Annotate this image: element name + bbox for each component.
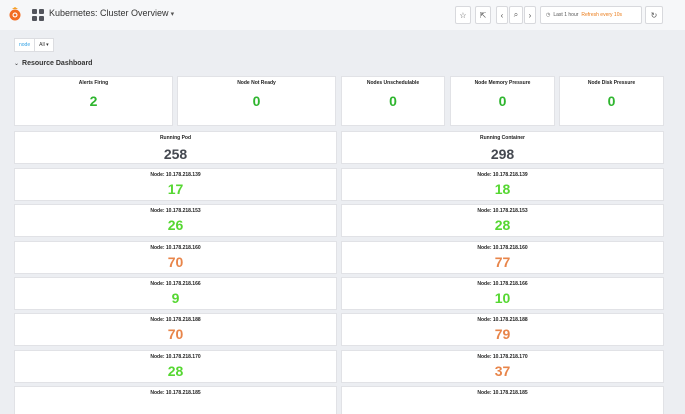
share-icon: ⇱ <box>479 10 487 20</box>
panel-title: Node: 10.178.218.166 <box>477 280 528 287</box>
panel-title: Node: 10.178.218.185 <box>150 389 201 396</box>
stat-value: 17 <box>167 181 184 197</box>
panel-title: Node: 10.178.218.170 <box>150 353 201 360</box>
time-forward-button[interactable]: › <box>524 6 536 24</box>
stat-value: 26 <box>167 217 184 234</box>
chevron-right-icon: › <box>528 10 532 20</box>
node-pods-panel[interactable]: Node: 10.178.218.139 17 <box>14 168 337 201</box>
panel-title: Node: 10.178.218.160 <box>150 244 201 251</box>
stat-value: 258 <box>163 146 188 162</box>
panel-title: Alerts Firing <box>78 80 109 86</box>
panel-title: Node: 10.178.218.185 <box>477 389 528 396</box>
zoom-out-button[interactable]: ⌕ <box>509 6 523 24</box>
share-button[interactable]: ⇱ <box>475 6 491 24</box>
time-picker-button[interactable]: ◷ Last 1 hour Refresh every 10s <box>540 6 642 24</box>
node-pods-panel[interactable]: Node: 10.178.218.185 <box>14 385 337 414</box>
time-range-label: Last 1 hour <box>553 12 579 18</box>
stat-value: 9 <box>171 289 180 306</box>
stat-value: 37 <box>494 362 511 379</box>
chevron-left-icon: ‹ <box>500 10 504 20</box>
panel-title: Node Memory Pressure <box>474 80 531 86</box>
node-pods-panel[interactable]: Node: 10.178.218.153 26 <box>14 204 337 238</box>
dashboard-title[interactable]: Kubernetes: Cluster Overview ▾ <box>49 8 174 18</box>
dashboard-title-text: Kubernetes: Cluster Overview <box>49 8 169 18</box>
node-pods-panel[interactable]: Node: 10.178.218.170 28 <box>14 349 337 383</box>
chevron-down-icon: ⌄ <box>14 61 20 67</box>
refresh-interval-label: Refresh every 10s <box>581 12 622 18</box>
stat-panel-running-pod[interactable]: Running Pod 258 <box>14 131 337 164</box>
panel-title: Node: 10.178.218.188 <box>477 317 528 324</box>
stat-panel-node-not-ready[interactable]: Node Not Ready 0 <box>177 76 336 126</box>
row-title-text: Resource Dashboard <box>22 60 93 67</box>
refresh-icon: ↻ <box>650 10 658 20</box>
stat-value: 0 <box>252 93 261 109</box>
stat-value: 0 <box>389 93 397 109</box>
variable-value: All <box>39 42 45 48</box>
stat-value: 79 <box>494 326 511 343</box>
node-containers-panel[interactable]: Node: 10.178.218.160 77 <box>341 240 664 274</box>
panel-title: Node: 10.178.218.170 <box>477 353 528 360</box>
time-back-button[interactable]: ‹ <box>496 6 508 24</box>
variable-label: node <box>14 38 36 52</box>
dashboard-grid-icon[interactable] <box>32 9 44 21</box>
panel-title: Node Disk Pressure <box>587 80 636 86</box>
top-navbar: Kubernetes: Cluster Overview ▾ ☆ ⇱ ‹ ⌕ › … <box>0 0 685 30</box>
panel-title: Node: 10.178.218.160 <box>477 244 528 251</box>
stat-value: 70 <box>167 253 184 270</box>
stat-value: 28 <box>167 362 184 379</box>
stat-value: 0 <box>607 93 616 109</box>
clock-icon: ◷ <box>546 12 551 18</box>
panel-title: Node: 10.178.218.139 <box>477 172 528 178</box>
node-containers-panel[interactable]: Node: 10.178.218.166 10 <box>341 276 664 310</box>
star-icon: ☆ <box>459 10 467 20</box>
template-variable-node: node All ▾ <box>14 38 54 52</box>
star-button[interactable]: ☆ <box>455 6 471 24</box>
node-containers-panel[interactable]: Node: 10.178.218.170 37 <box>341 349 664 383</box>
panel-title: Node Not Ready <box>237 80 276 86</box>
panel-title: Running Container <box>480 135 525 141</box>
stat-value: 70 <box>167 326 184 343</box>
stat-panel-node-memory-pressure[interactable]: Node Memory Pressure 0 <box>450 76 555 126</box>
stat-value: 10 <box>494 289 511 306</box>
panel-title: Running Pod <box>159 135 192 141</box>
refresh-button[interactable]: ↻ <box>645 6 663 24</box>
panel-title: Node: 10.178.218.166 <box>150 280 201 287</box>
stat-panel-alerts-firing[interactable]: Alerts Firing 2 <box>14 76 173 126</box>
node-containers-panel[interactable]: Node: 10.178.218.139 18 <box>341 168 664 201</box>
node-containers-panel[interactable]: Node: 10.178.218.188 79 <box>341 313 664 347</box>
grafana-logo-icon[interactable] <box>8 6 22 22</box>
stat-panel-running-container[interactable]: Running Container 298 <box>341 131 664 164</box>
row-header[interactable]: ⌄ Resource Dashboard <box>14 60 92 67</box>
node-pods-panel[interactable]: Node: 10.178.218.188 70 <box>14 313 337 347</box>
variable-select[interactable]: All ▾ <box>35 38 54 52</box>
stat-value: 0 <box>498 93 507 109</box>
stat-panel-node-disk-pressure[interactable]: Node Disk Pressure 0 <box>559 76 664 126</box>
stat-value: 28 <box>494 217 511 234</box>
stat-value: 2 <box>89 93 98 109</box>
node-pods-panel[interactable]: Node: 10.178.218.160 70 <box>14 240 337 274</box>
panel-title: Nodes Unschedulable <box>366 80 420 86</box>
stat-value: 298 <box>490 146 515 162</box>
stat-panel-nodes-unschedulable[interactable]: Nodes Unschedulable 0 <box>341 76 445 126</box>
node-pods-panel[interactable]: Node: 10.178.218.166 9 <box>14 276 337 310</box>
panel-title: Node: 10.178.218.153 <box>477 208 528 215</box>
panel-title: Node: 10.178.218.153 <box>150 208 201 215</box>
panel-title: Node: 10.178.218.139 <box>150 172 201 178</box>
chevron-down-icon: ▾ <box>170 11 175 18</box>
panel-title: Node: 10.178.218.188 <box>150 317 201 324</box>
node-containers-panel[interactable]: Node: 10.178.218.185 <box>341 385 664 414</box>
zoom-out-icon: ⌕ <box>513 10 519 19</box>
stat-value: 18 <box>494 181 511 197</box>
node-containers-panel[interactable]: Node: 10.178.218.153 28 <box>341 204 664 238</box>
stat-value: 77 <box>494 253 511 270</box>
